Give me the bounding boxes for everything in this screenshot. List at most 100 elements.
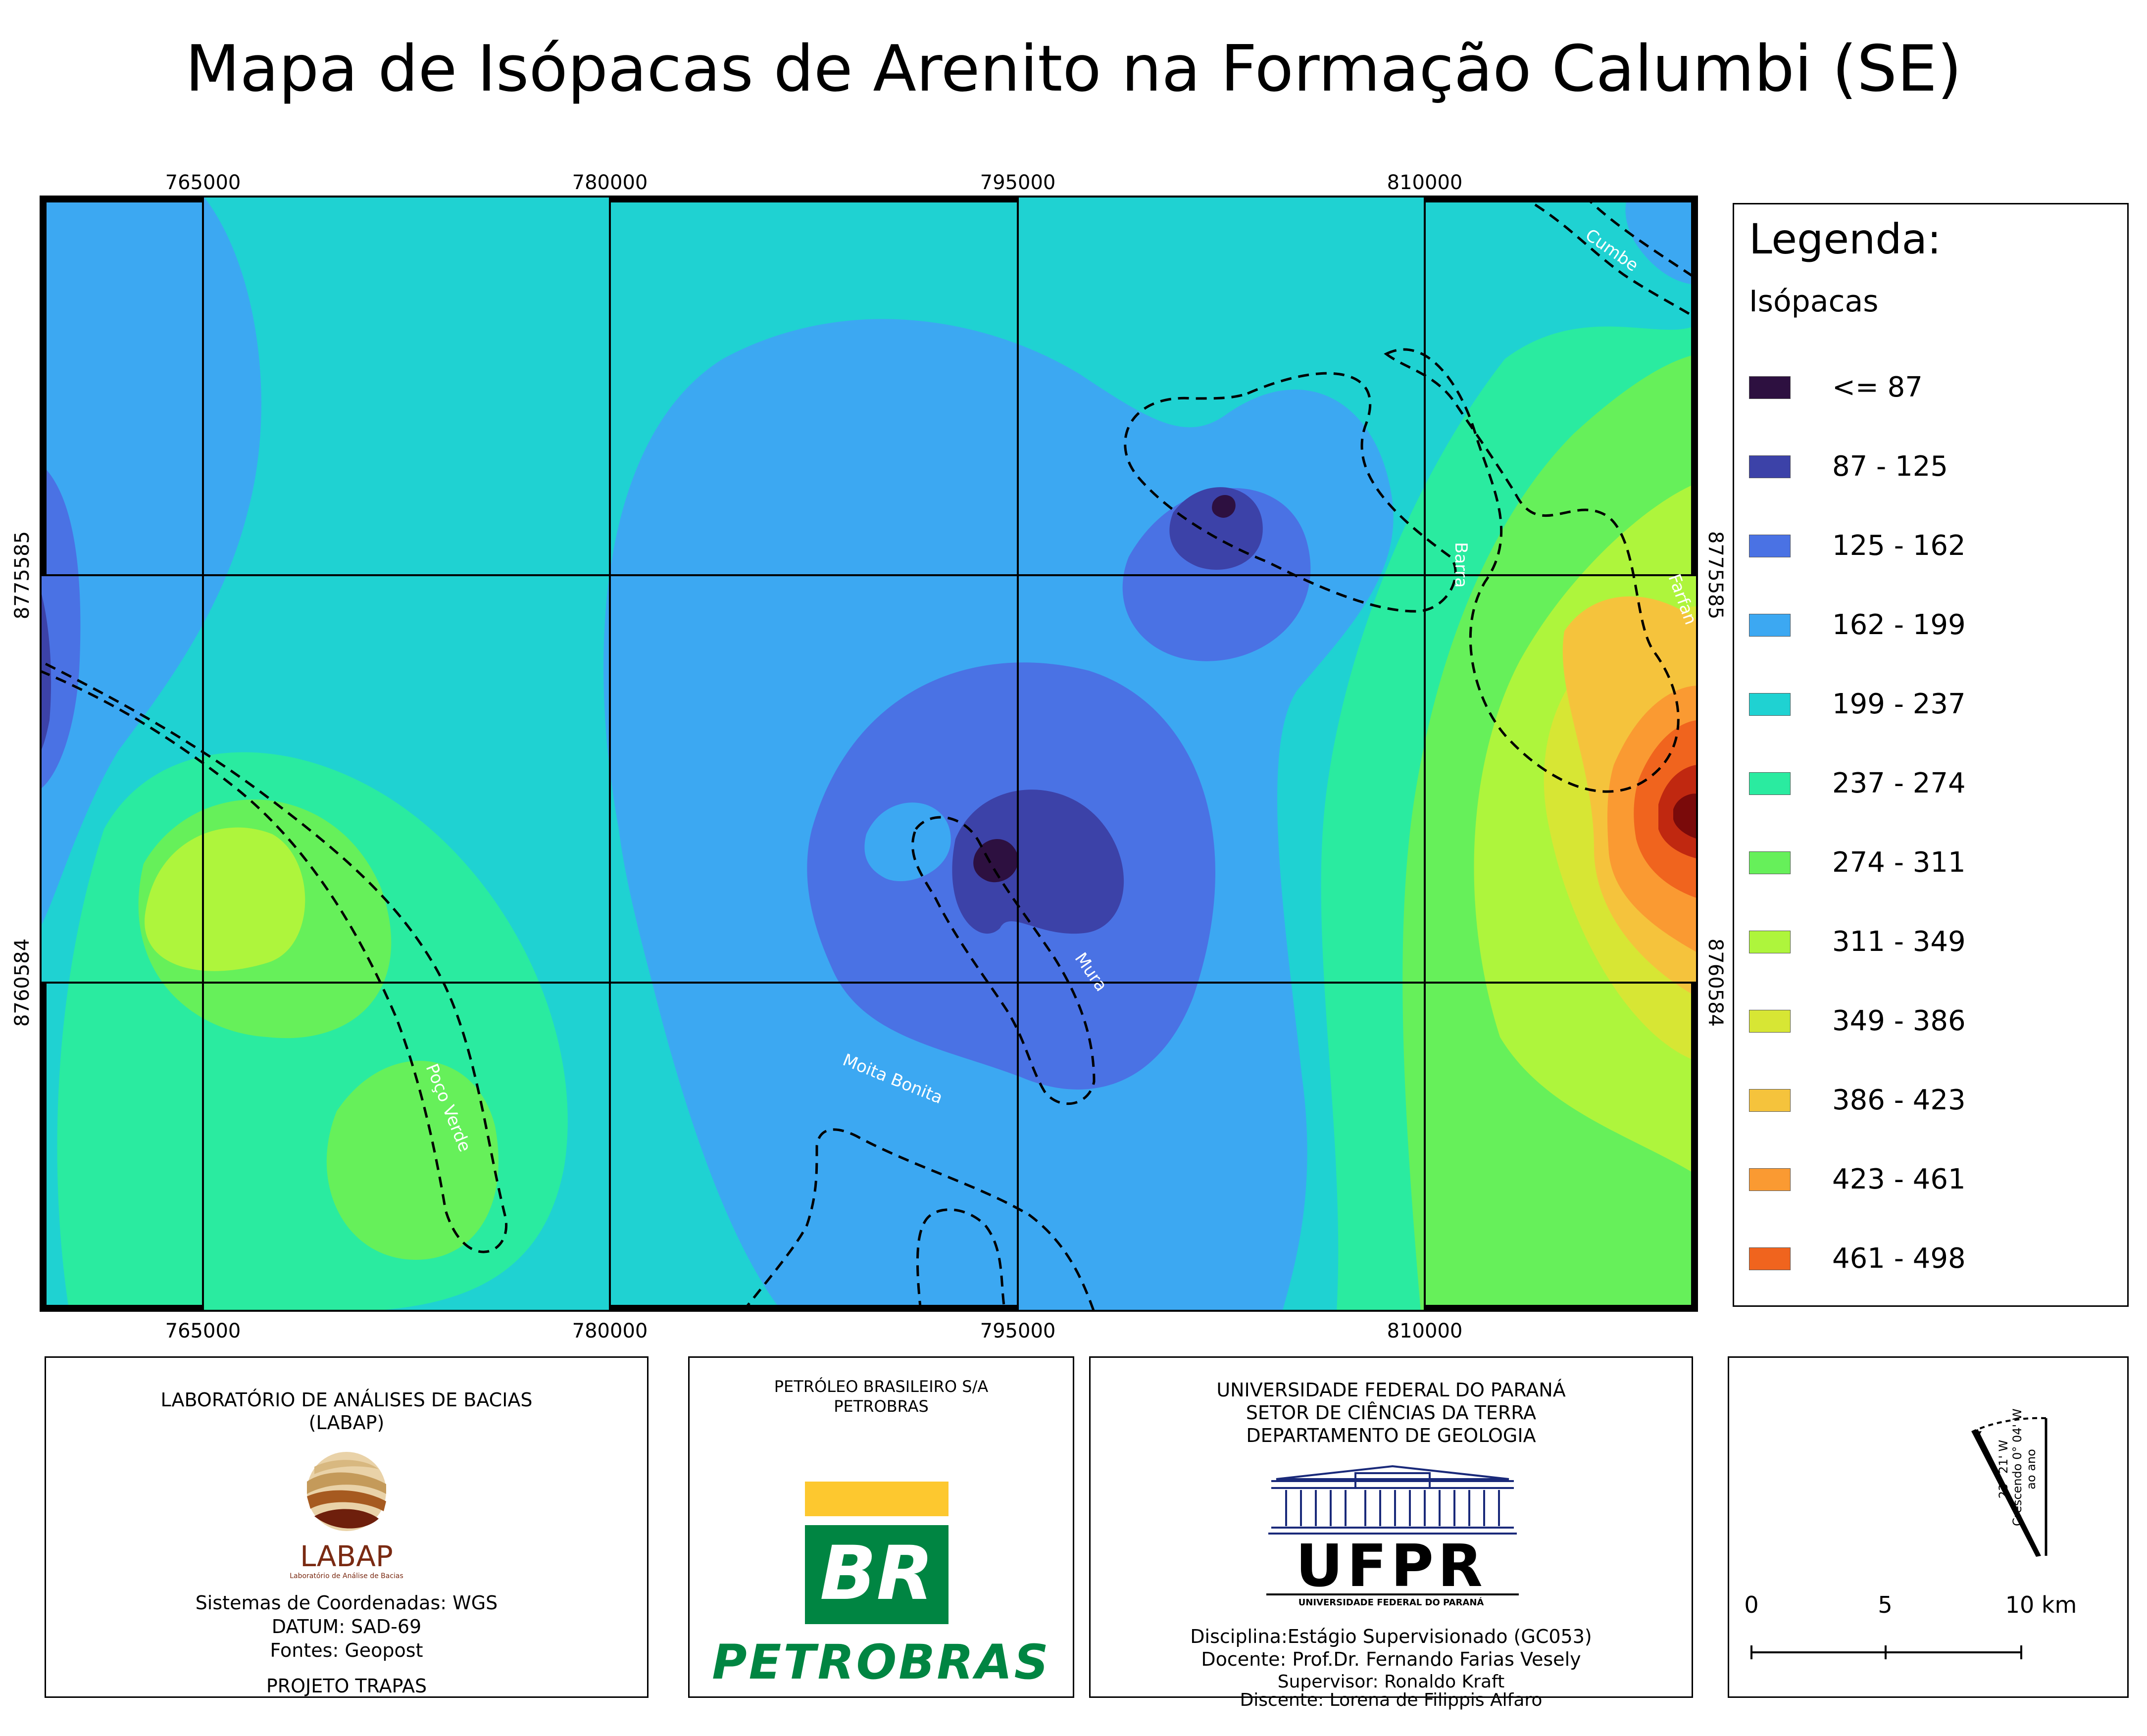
petrobras-fullname: PETRÓLEO BRASILEIRO S/A xyxy=(774,1377,989,1396)
field-outline-farfan xyxy=(1384,348,1680,793)
legend-label: 423 - 461 xyxy=(1832,1163,1966,1195)
labap-datum: DATUM: SAD-69 xyxy=(271,1616,422,1637)
x-coord-bottom-3: 795000 xyxy=(980,1320,1056,1342)
scale-label-0: 0 xyxy=(1744,1591,1759,1618)
petrobras-logo-box: BR xyxy=(805,1525,949,1624)
petrobras-name: PETROBRAS xyxy=(834,1397,929,1416)
legend-panel: Legenda: Isópacas <= 87 87 - 125 125 - 162… xyxy=(1733,203,2129,1307)
field-outline-barra xyxy=(1124,372,1457,613)
x-coord-bottom-1: 765000 xyxy=(165,1320,241,1342)
legend-label: <= 87 xyxy=(1832,371,1923,403)
y-coord-left-1: 8775585 xyxy=(11,531,34,620)
legend-item: 162 - 199 xyxy=(1744,610,2100,640)
legend-item: 349 - 386 xyxy=(1744,1006,2100,1036)
legend-label: 162 - 199 xyxy=(1832,609,1966,641)
labap-coord-system: Sistemas de Coordenadas: WGS xyxy=(195,1592,498,1614)
ufpr-sector: SETOR DE CIÊNCIAS DA TERRA xyxy=(1246,1402,1537,1424)
x-coord-top-3: 795000 xyxy=(980,171,1056,194)
scale-label-10: 10 km xyxy=(2005,1591,2077,1618)
ufpr-panel: UNIVERSIDADE FEDERAL DO PARANÁ SETOR DE … xyxy=(1089,1356,1693,1710)
labap-logo-subtitle: Laboratório de Análise de Bacias xyxy=(290,1572,403,1580)
y-coord-left-2: 8760584 xyxy=(11,938,34,1027)
scale-panel: 23° 21' W Crescendo 0° 04' W ao ano 0 5 … xyxy=(1728,1356,2129,1698)
legend-swatch xyxy=(1749,851,1791,874)
legend-label: 274 - 311 xyxy=(1832,846,1966,879)
map-title: Mapa de Isópacas de Arenito na Formação … xyxy=(185,32,1962,106)
zone-le87-ne xyxy=(1212,495,1236,518)
legend-swatch xyxy=(1749,535,1791,557)
zone-162-199-center-hole xyxy=(864,802,951,882)
legend-item: 423 - 461 xyxy=(1744,1165,2100,1194)
declination-change: Crescendo 0° 04' W xyxy=(2010,1408,2024,1526)
legend-item: <= 87 xyxy=(1744,373,2100,402)
zone-le87-center xyxy=(973,839,1018,883)
ufpr-course: Disciplina:Estágio Supervisionado (GC053… xyxy=(1190,1626,1592,1647)
zone-162-199-tr xyxy=(1625,196,1698,285)
scale-label-5: 5 xyxy=(1878,1591,1893,1618)
ufpr-university: UNIVERSIDADE FEDERAL DO PARANÁ xyxy=(1216,1379,1566,1401)
x-coord-top-2: 780000 xyxy=(572,171,648,194)
labap-logo-text: LABAP xyxy=(300,1539,393,1573)
labap-logo-icon xyxy=(307,1452,386,1531)
petrobras-logo-word: PETROBRAS xyxy=(712,1635,1050,1690)
legend-item: 461 - 498 xyxy=(1744,1244,2100,1274)
ufpr-professor: Docente: Prof.Dr. Fernando Farias Vesely xyxy=(1201,1648,1581,1670)
field-outline-moita-bonita xyxy=(742,1128,1096,1312)
ufpr-logo-text: UFPR xyxy=(1296,1532,1487,1600)
legend-item: 125 - 162 xyxy=(1744,531,2100,561)
legend-label: 125 - 162 xyxy=(1832,530,1966,562)
x-coord-bottom-2: 780000 xyxy=(572,1320,648,1342)
legend-item: 274 - 311 xyxy=(1744,848,2100,878)
legend-label: 237 - 274 xyxy=(1832,767,1966,799)
petrobras-logo-bar xyxy=(805,1482,949,1516)
declination-value: 23° 21' W xyxy=(1997,1439,2010,1499)
field-outline-south xyxy=(916,1208,1006,1312)
y-coord-right-2: 8760584 xyxy=(1704,938,1727,1027)
petrobras-logo-br: BR xyxy=(820,1531,934,1617)
magnetic-declination: 23° 21' W Crescendo 0° 04' W ao ano xyxy=(1997,1408,2038,1526)
x-coord-top-4: 810000 xyxy=(1387,171,1463,194)
labap-name: LABORATÓRIO DE ANÁLISES DE BACIAS xyxy=(160,1389,533,1411)
legend-title: Legenda: xyxy=(1749,215,1942,263)
field-outline-cumbe xyxy=(1519,196,1698,321)
legend-label: 461 - 498 xyxy=(1832,1242,1966,1275)
labap-panel: LABORATÓRIO DE ANÁLISES DE BACIAS (LABAP… xyxy=(45,1356,649,1698)
ufpr-department: DEPARTAMENTO DE GEOLOGIA xyxy=(1246,1425,1536,1446)
ufpr-logo-subtitle: UNIVERSIDADE FEDERAL DO PARANÁ xyxy=(1298,1597,1484,1608)
legend-swatch xyxy=(1749,693,1791,716)
legend-swatch xyxy=(1749,455,1791,478)
legend-label: 349 - 386 xyxy=(1832,1005,1966,1037)
labap-project: PROJETO TRAPAS xyxy=(266,1675,427,1697)
legend-swatch xyxy=(1749,1089,1791,1112)
zone-311-349-left xyxy=(145,827,305,971)
isopach-map[interactable]: Cumbe Barra Farfan Mura Moita Bonita Poç… xyxy=(40,196,1698,1312)
petrobras-panel: PETRÓLEO BRASILEIRO S/A PETROBRAS BR PET… xyxy=(688,1356,1074,1698)
legend-item: 199 - 237 xyxy=(1744,690,2100,719)
legend-swatch xyxy=(1749,614,1791,637)
zone-274-311-left-lower xyxy=(326,1060,499,1260)
legend-item: 237 - 274 xyxy=(1744,769,2100,798)
declination-period: ao ano xyxy=(2024,1449,2038,1489)
zone-peak-east xyxy=(1673,794,1698,839)
y-coord-right-1: 8775585 xyxy=(1704,531,1727,620)
legend-label: 87 - 125 xyxy=(1832,450,1948,483)
x-coord-bottom-4: 810000 xyxy=(1387,1320,1463,1342)
legend-swatch xyxy=(1749,931,1791,953)
legend-swatch xyxy=(1749,772,1791,795)
legend-subtitle: Isópacas xyxy=(1749,284,1879,319)
ufpr-logo-divider xyxy=(1266,1593,1519,1595)
legend-label: 199 - 237 xyxy=(1832,688,1966,720)
x-coord-top-1: 765000 xyxy=(165,171,241,194)
legend-label: 311 - 349 xyxy=(1832,926,1966,958)
field-label-barra: Barra xyxy=(1451,542,1471,588)
zone-87-125-left xyxy=(40,587,51,752)
zone-162-199-left xyxy=(40,196,261,928)
legend-swatch xyxy=(1749,1168,1791,1191)
north-arrow-icon xyxy=(1971,1417,2047,1557)
labap-sources: Fontes: Geopost xyxy=(270,1639,423,1661)
legend-item: 386 - 423 xyxy=(1744,1086,2100,1115)
legend-swatch xyxy=(1749,376,1791,399)
labap-acronym: (LABAP) xyxy=(308,1412,385,1434)
ufpr-student: Discente: Lorena de Filippis Alfaro xyxy=(1240,1690,1543,1710)
field-outline-poco-verde xyxy=(40,659,508,1253)
